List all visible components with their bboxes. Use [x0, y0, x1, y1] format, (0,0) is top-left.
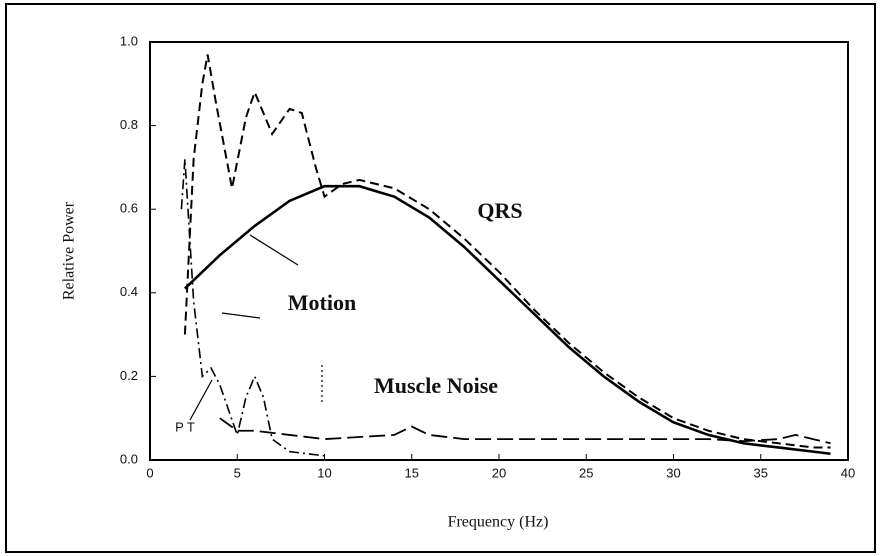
x-tick-label: 25: [579, 465, 593, 480]
series-label: Muscle Noise: [374, 373, 498, 398]
x-tick-label: 5: [234, 465, 241, 480]
series-label: Motion: [288, 290, 356, 315]
series-line: [184, 184, 831, 456]
x-axis-label: Frequency (Hz): [448, 514, 549, 531]
plot-area: [149, 41, 849, 461]
arrows: [189, 234, 323, 421]
x-tick-label: 10: [317, 465, 331, 480]
x-tick-label: 15: [405, 465, 419, 480]
y-tick-label: 0.0: [120, 451, 138, 466]
y-tick-label: 0.2: [120, 368, 138, 383]
y-tick-label: 0.6: [120, 201, 138, 216]
x-tick-label: 0: [146, 465, 153, 480]
x-tick-label: 30: [666, 465, 680, 480]
y-tick-label: 0.4: [120, 284, 138, 299]
y-tick-label: 1.0: [120, 33, 138, 48]
series-line: [219, 417, 831, 445]
x-tick-label: 35: [754, 465, 768, 480]
series-label: QRS: [477, 198, 522, 223]
y-axis-label: Relative Power: [61, 201, 78, 300]
series-label: P T: [175, 419, 195, 434]
y-tick-label: 0.8: [120, 117, 138, 132]
series-line: [183, 54, 831, 449]
frame: [5, 3, 876, 553]
x-tick-label: 20: [492, 465, 506, 480]
x-tick-label: 40: [841, 465, 855, 480]
